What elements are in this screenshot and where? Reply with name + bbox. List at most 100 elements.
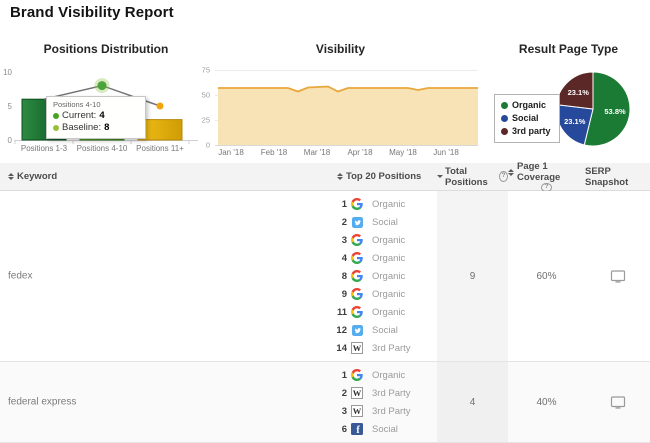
- google-icon: [351, 198, 363, 210]
- position-rank: 2: [341, 216, 347, 228]
- position-type-label: Organic: [372, 306, 406, 318]
- svg-text:May '18: May '18: [389, 148, 417, 157]
- svg-text:5: 5: [8, 102, 13, 111]
- position-rank: 8: [341, 270, 347, 282]
- position-rank: 3: [341, 234, 347, 246]
- page-title: Brand Visibility Report: [10, 4, 174, 21]
- position-rank: 12: [336, 324, 347, 336]
- position-entry: 11 Organic: [335, 303, 411, 321]
- legend-label: Organic: [512, 100, 547, 110]
- result-page-type-title: Result Page Type: [518, 42, 619, 56]
- position-rank: 11: [336, 306, 347, 318]
- position-entry: 12 Social: [335, 321, 411, 339]
- twitter-icon: [351, 324, 363, 336]
- position-entry: 14 W 3rd Party: [335, 339, 411, 357]
- column-header-top-20-positions[interactable]: Top 20 Positions: [337, 163, 421, 190]
- table-body: fedex 1 Organic 2 Social 3 Organic 4 Organic 8 Org…: [0, 191, 650, 443]
- sort-desc-icon[interactable]: [437, 175, 443, 178]
- current-dot-icon: [53, 113, 59, 119]
- wikipedia-icon: W: [351, 342, 363, 354]
- table-header: Keyword Top 20 Positions Total Positions…: [0, 161, 650, 192]
- position-entry: 2 W 3rd Party: [335, 384, 411, 402]
- svg-text:Jun '18: Jun '18: [433, 148, 459, 157]
- baseline-dot-icon: [53, 125, 59, 131]
- position-type-label: 3rd Party: [372, 405, 411, 417]
- position-type-label: 3rd Party: [372, 387, 411, 399]
- legend-item[interactable]: Social: [501, 112, 551, 125]
- pie-slice-organic[interactable]: [583, 71, 631, 147]
- svg-text:W: W: [353, 388, 362, 398]
- positions-list: 1 Organic 2 Social 3 Organic 4 Organic 8 Organic 9…: [335, 195, 411, 357]
- wikipedia-icon: W: [351, 387, 363, 399]
- legend-dot-icon: [501, 128, 508, 135]
- google-icon: [351, 288, 363, 300]
- position-rank: 4: [341, 252, 347, 264]
- position-rank: 6: [341, 423, 347, 435]
- serp-snapshot-icon[interactable]: [585, 362, 650, 442]
- position-entry: 6 f Social: [335, 420, 411, 438]
- svg-text:Mar '18: Mar '18: [304, 148, 331, 157]
- svg-text:Positions 1-3: Positions 1-3: [21, 144, 68, 153]
- position-type-label: Organic: [372, 198, 406, 210]
- svg-text:23.1%: 23.1%: [568, 88, 590, 97]
- tooltip-row-baseline: Baseline: 8: [53, 122, 139, 134]
- position-entry: 3 Organic: [335, 231, 411, 249]
- line-marker[interactable]: [156, 102, 164, 110]
- positions-distribution-title: Positions Distribution: [43, 42, 169, 56]
- keyword-cell[interactable]: federal express: [8, 396, 77, 408]
- position-entry: 3 W 3rd Party: [335, 402, 411, 420]
- position-type-label: Organic: [372, 270, 406, 282]
- help-icon[interactable]: ?: [499, 171, 508, 182]
- svg-text:0: 0: [206, 141, 210, 150]
- position-type-label: Social: [372, 324, 398, 336]
- position-rank: 1: [341, 198, 347, 210]
- total-positions-cell: 9: [437, 191, 508, 361]
- keyword-cell[interactable]: fedex: [8, 270, 33, 282]
- line-marker[interactable]: [97, 81, 107, 91]
- svg-text:f: f: [356, 425, 360, 435]
- tooltip-label: Current:: [62, 110, 97, 121]
- column-label: SERP Snapshot: [585, 165, 629, 188]
- legend-item[interactable]: 3rd party: [501, 125, 551, 138]
- google-icon: [351, 369, 363, 381]
- serp-snapshot-icon[interactable]: [585, 191, 650, 361]
- column-header-page-1-coverage[interactable]: Page 1 Coverage ?: [508, 161, 585, 192]
- position-type-label: Social: [372, 216, 398, 228]
- column-header-total-positions[interactable]: Total Positions ?: [437, 163, 508, 190]
- position-entry: 1 Organic: [335, 195, 411, 213]
- tooltip-label: Baseline:: [62, 122, 102, 133]
- position-rank: 3: [341, 405, 347, 417]
- legend-dot-icon: [501, 115, 508, 122]
- table-row: federal express 1 Organic 2 W 3rd Party 3 W 3rd …: [0, 362, 650, 443]
- chart-tooltip: Positions 4-10 Current: 4 Baseline: 8: [46, 96, 146, 139]
- column-label: Top 20 Positions: [346, 171, 422, 182]
- positions-list: 1 Organic 2 W 3rd Party 3 W 3rd Party 6 f Social: [335, 366, 411, 438]
- column-header-serp-snapshot: SERP Snapshot: [585, 163, 650, 190]
- google-icon: [351, 252, 363, 264]
- legend-item[interactable]: Organic: [501, 99, 551, 112]
- sort-icon[interactable]: [8, 173, 14, 180]
- svg-text:25: 25: [202, 116, 210, 125]
- column-header-keyword[interactable]: Keyword: [8, 163, 57, 190]
- sort-icon[interactable]: [508, 168, 514, 176]
- visibility-title: Visibility: [315, 42, 366, 56]
- svg-text:0: 0: [8, 136, 13, 145]
- page-1-coverage-cell: 40%: [536, 396, 557, 408]
- legend-label: 3rd party: [512, 126, 551, 136]
- result-page-type-pie[interactable]: 53.8% 23.1% 23.1%: [487, 58, 650, 163]
- svg-text:Apr '18: Apr '18: [347, 148, 373, 157]
- svg-text:Feb '18: Feb '18: [261, 148, 288, 157]
- legend-label: Social: [512, 113, 539, 123]
- facebook-icon: f: [351, 423, 363, 435]
- svg-text:Jan '18: Jan '18: [218, 148, 244, 157]
- svg-text:Positions 4-10: Positions 4-10: [77, 144, 128, 153]
- results-table: Keyword Top 20 Positions Total Positions…: [0, 161, 650, 443]
- position-rank: 1: [341, 369, 347, 381]
- twitter-icon: [351, 216, 363, 228]
- position-entry: 2 Social: [335, 213, 411, 231]
- svg-text:Positions 11+: Positions 11+: [136, 144, 184, 153]
- sort-icon[interactable]: [337, 173, 343, 180]
- visibility-chart[interactable]: 0 25 50 75 Jan '18 Feb '18 Mar '18 Apr '18 May '…: [194, 58, 487, 163]
- position-type-label: Organic: [372, 288, 406, 300]
- svg-text:10: 10: [3, 68, 12, 77]
